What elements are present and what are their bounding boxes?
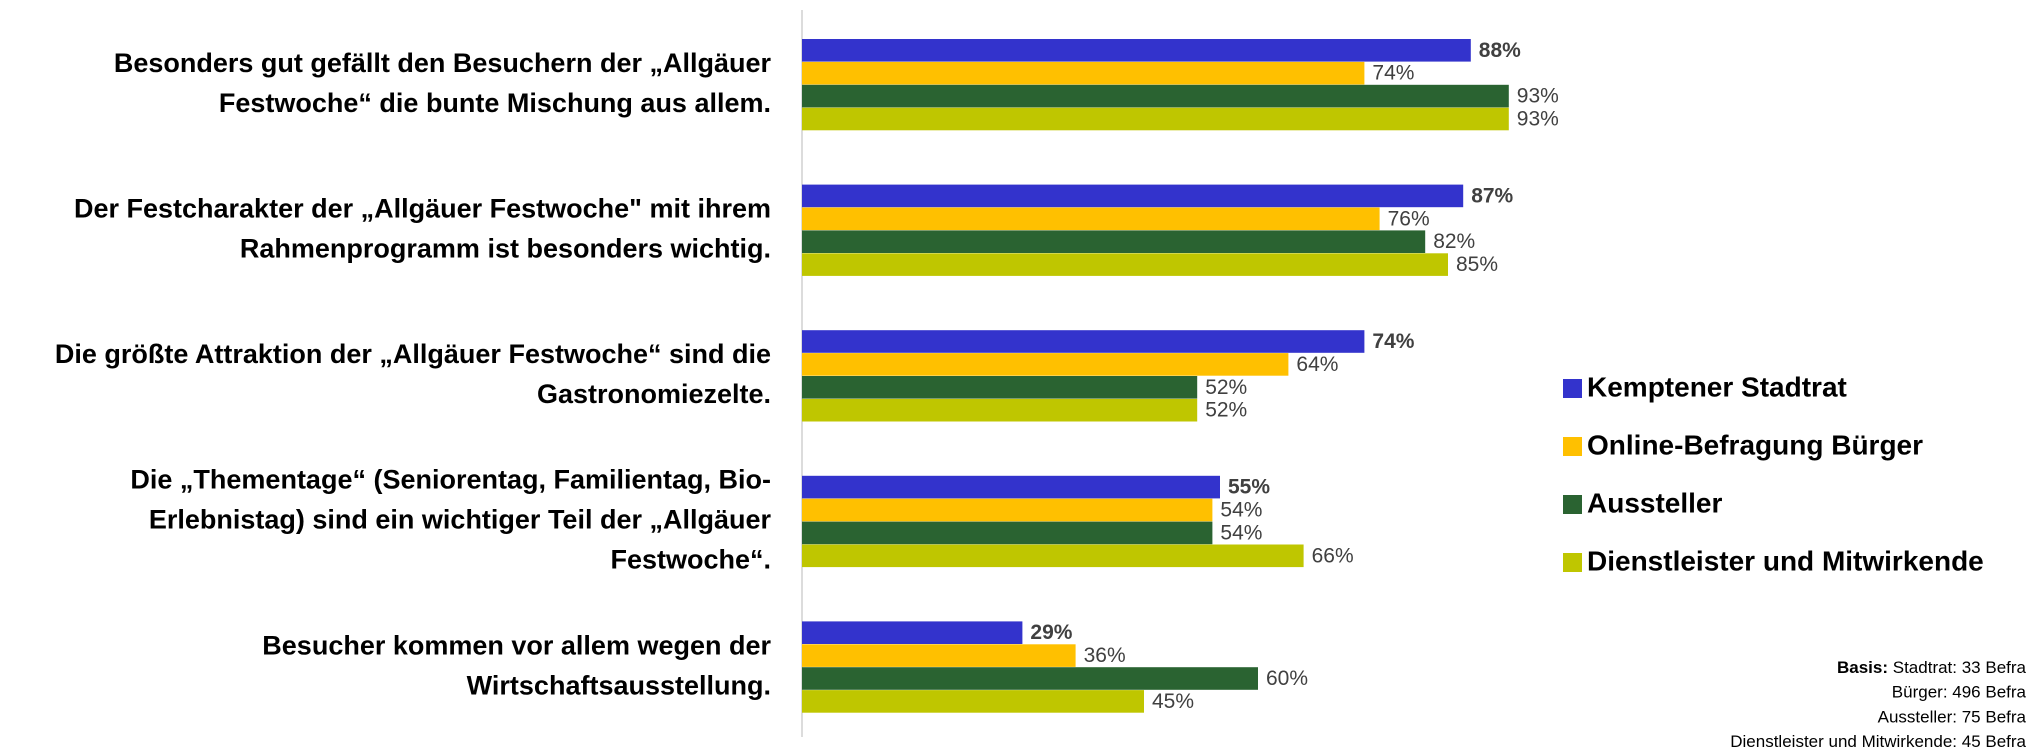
bar <box>802 690 1144 713</box>
bar <box>802 353 1289 376</box>
data-label: 87% <box>1471 184 1513 207</box>
legend-label: Kemptener Stadtrat <box>1587 371 1847 402</box>
data-label: 76% <box>1388 207 1430 230</box>
legend-swatch <box>1563 495 1582 514</box>
bar <box>802 667 1258 690</box>
footnote-line: Aussteller: 75 Befra <box>1878 708 2026 727</box>
bar <box>802 376 1198 399</box>
bar <box>802 521 1213 545</box>
legend-swatch <box>1563 379 1582 398</box>
footnote: Bürger: 496 Befra <box>1892 683 2026 702</box>
data-label: 64% <box>1296 353 1338 376</box>
bar <box>802 61 1365 85</box>
data-label: 85% <box>1456 253 1498 276</box>
data-label: 66% <box>1312 544 1354 567</box>
data-label: 74% <box>1372 330 1414 353</box>
data-label: 88% <box>1479 39 1521 62</box>
footnote: Basis: Stadtrat: 33 Befra <box>1837 658 2026 677</box>
legend-label: Dienstleister und Mitwirkende <box>1587 545 1984 576</box>
legend-label: Aussteller <box>1587 487 1722 518</box>
bar <box>802 621 1023 644</box>
data-label: 52% <box>1205 399 1247 422</box>
category-label: Festwoche“ die bunte Mischung aus allem. <box>219 88 771 118</box>
category-label: Der Festcharakter der „Allgäuer Festwoch… <box>74 194 771 224</box>
category-label: Rahmenprogramm ist besonders wichtig. <box>240 234 771 264</box>
bar <box>802 475 1220 499</box>
bar <box>802 330 1365 353</box>
category-label: Gastronomiezelte. <box>537 379 771 409</box>
footnote: Dienstleister und Mitwirkende: 45 Befra <box>1730 733 2026 752</box>
legend-label: Online-Befragung Bürger <box>1587 429 1923 460</box>
footnote-line: Bürger: 496 Befra <box>1892 683 2026 702</box>
category-label: Die „Thementage“ (Seniorentag, Familient… <box>130 465 771 495</box>
data-label: 93% <box>1517 108 1559 131</box>
legend-swatch <box>1563 437 1582 456</box>
legend-swatch <box>1563 553 1582 572</box>
footnote-label: Basis: <box>1837 658 1888 677</box>
category-label: Besucher kommen vor allem wegen der <box>262 630 771 660</box>
category-label: Die größte Attraktion der „Allgäuer Fest… <box>55 339 771 369</box>
bar <box>802 230 1426 253</box>
category-label: Erlebnistag) sind ein wichtiger Teil der… <box>149 505 772 535</box>
data-label: 54% <box>1220 521 1262 544</box>
data-label: 93% <box>1517 85 1559 108</box>
bar <box>802 398 1198 422</box>
bar <box>802 253 1448 276</box>
footnote-line: Stadtrat: 33 Befra <box>1893 658 2026 677</box>
footnote-line: Dienstleister und Mitwirkende: 45 Befra <box>1730 733 2026 752</box>
data-label: 52% <box>1205 376 1247 399</box>
bar <box>802 107 1509 131</box>
data-label: 36% <box>1084 644 1126 667</box>
data-label: 29% <box>1030 621 1072 644</box>
bar <box>802 84 1509 108</box>
data-label: 82% <box>1433 230 1475 253</box>
bar <box>802 184 1464 208</box>
bar <box>802 39 1471 62</box>
bar <box>802 207 1380 231</box>
category-label: Besonders gut gefällt den Besuchern der … <box>114 48 772 78</box>
footnote: Aussteller: 75 Befra <box>1878 708 2026 727</box>
bar <box>802 544 1304 568</box>
data-label: 45% <box>1152 690 1194 713</box>
data-label: 55% <box>1228 476 1270 499</box>
bar <box>802 644 1076 667</box>
bar <box>802 498 1213 522</box>
data-label: 54% <box>1220 499 1262 522</box>
category-label: Festwoche“. <box>610 545 771 575</box>
category-label: Wirtschaftsausstellung. <box>467 670 771 700</box>
data-label: 74% <box>1372 62 1414 85</box>
data-label: 60% <box>1266 667 1308 690</box>
